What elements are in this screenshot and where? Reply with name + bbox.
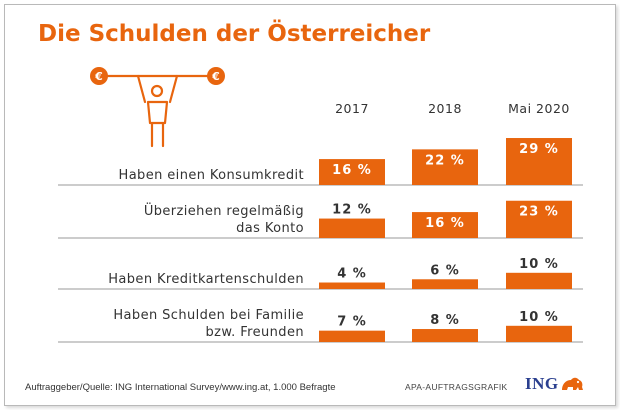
data-label: 16 %: [332, 163, 372, 178]
infographic-frame: Die Schulden der Österreicher € € 2017 20…: [4, 4, 616, 406]
data-label: 10 %: [519, 310, 559, 325]
category-label: Haben Schulden bei Familie: [113, 308, 304, 323]
bar: [319, 218, 385, 238]
bar-chart: € € 2017 2018 Mai 2020 Haben einen Konsumkr…: [58, 67, 583, 343]
ing-logo-text: ING: [525, 374, 559, 393]
bar: [506, 138, 572, 185]
data-label: 6 %: [430, 263, 460, 278]
data-label: 8 %: [430, 313, 460, 328]
source-note: Auftraggeber/Quelle: ING International S…: [25, 382, 336, 393]
svg-text:€: €: [211, 70, 220, 83]
svg-text:€: €: [94, 70, 103, 83]
data-label: 29 %: [519, 142, 559, 157]
ing-lion-icon: [561, 377, 583, 390]
series-header: 2017: [335, 101, 369, 116]
bar: [412, 329, 478, 342]
ing-logo: ING: [525, 374, 585, 394]
data-label: 12 %: [332, 203, 372, 218]
bar: [506, 200, 572, 238]
chart-title: Die Schulden der Österreicher: [38, 21, 431, 47]
bar: [319, 159, 385, 185]
bar: [319, 282, 385, 289]
bar: [319, 330, 385, 342]
series-header: 2018: [428, 101, 462, 116]
category-label: Haben einen Konsumkredit: [119, 168, 304, 183]
data-label: 10 %: [519, 257, 559, 272]
category-label: Haben Kreditkartenschulden: [108, 272, 304, 287]
series-header: Mai 2020: [508, 101, 570, 116]
bar: [412, 279, 478, 289]
data-label: 22 %: [425, 153, 465, 168]
bar: [412, 149, 478, 185]
bar: [412, 212, 478, 238]
agency-credit: APA-AUFTRAGSGRAFIK: [405, 382, 508, 392]
category-label: das Konto: [236, 221, 304, 236]
data-label: 7 %: [337, 315, 367, 330]
weightlifter-euro-icon: € €: [90, 67, 225, 148]
data-label: 23 %: [519, 205, 559, 220]
bar: [506, 325, 572, 342]
bar: [506, 272, 572, 289]
category-label: Überziehen regelmäßig: [144, 202, 304, 219]
category-label: bzw. Freunden: [205, 325, 304, 340]
data-label: 16 %: [425, 216, 465, 231]
data-label: 4 %: [337, 267, 367, 282]
